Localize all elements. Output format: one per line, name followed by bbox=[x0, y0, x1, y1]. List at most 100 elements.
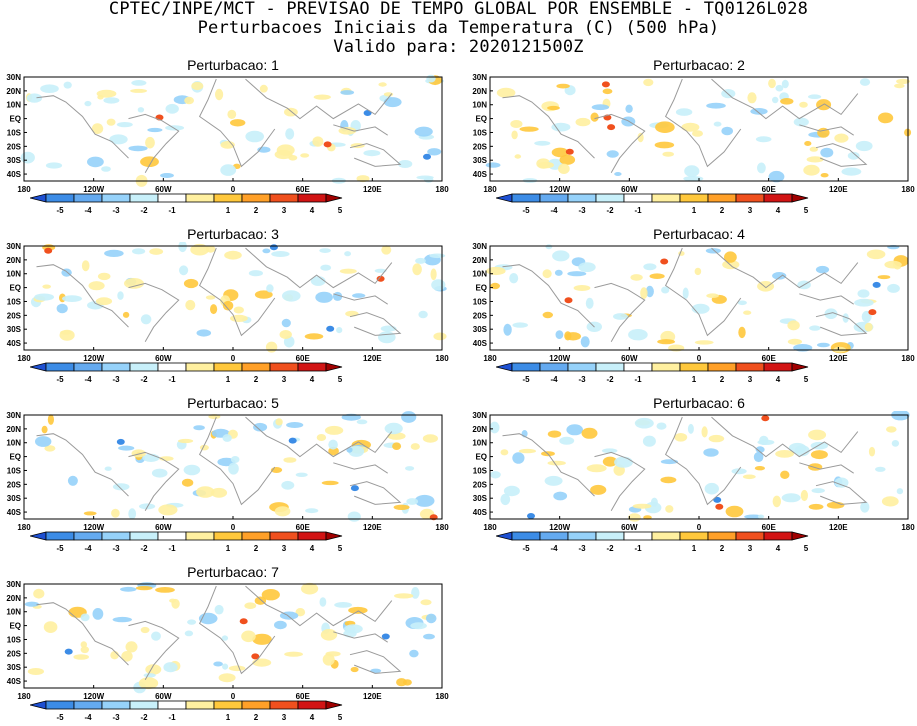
colorbar-tick-label: 3 bbox=[748, 375, 753, 384]
colorbar-tick-label: -2 bbox=[140, 713, 148, 722]
colorbar-tick-label: 2 bbox=[254, 375, 259, 384]
lat-label: 30N bbox=[6, 411, 21, 420]
lon-label: 0 bbox=[231, 523, 236, 531]
lat-label: 20N bbox=[6, 256, 21, 265]
colorbar-tick-label: 1 bbox=[692, 544, 697, 553]
lat-label: 40S bbox=[473, 170, 488, 179]
colorbar-tick-label: -1 bbox=[168, 713, 176, 722]
lat-label: 40S bbox=[7, 170, 22, 179]
lon-label: 60E bbox=[296, 185, 311, 193]
lat-label: 30S bbox=[7, 663, 22, 672]
lat-label: 20N bbox=[6, 87, 21, 96]
lat-label: 20S bbox=[473, 142, 488, 151]
lat-label: 10S bbox=[473, 298, 488, 307]
colorbar-tick-label: -2 bbox=[140, 544, 148, 553]
lat-label: 40S bbox=[473, 339, 488, 348]
colorbar-tick-label: 2 bbox=[254, 544, 259, 553]
colorbar: -5 -4 -3 -2 -1 1 2 3 4 5 bbox=[30, 531, 343, 553]
lat-label: 20N bbox=[472, 425, 487, 434]
colorbar-tick-label: 5 bbox=[804, 206, 809, 215]
lat-label: 10N bbox=[472, 439, 487, 448]
map-frame bbox=[23, 76, 443, 182]
colorbar-tick-label: -3 bbox=[112, 544, 120, 553]
colorbar-tick-label: 2 bbox=[254, 713, 259, 722]
lon-label: 0 bbox=[231, 354, 236, 362]
colorbar-tick-label: 1 bbox=[226, 544, 231, 553]
lon-label: 120E bbox=[363, 692, 382, 700]
colorbar-tick-label: -5 bbox=[522, 544, 530, 553]
lat-label: 30N bbox=[6, 73, 21, 82]
colorbar-tick-label: 1 bbox=[692, 375, 697, 384]
colorbar-tick-label: -1 bbox=[634, 375, 642, 384]
lon-label: 60W bbox=[621, 523, 638, 531]
lon-label: 60W bbox=[621, 185, 638, 193]
lon-label: 180 bbox=[17, 185, 31, 193]
colorbar-tick-label: -1 bbox=[168, 206, 176, 215]
temperature-map: 30N 20N 10N EQ 10S 20S 30S 40S 180 120W 60W 0 60E 120… bbox=[472, 242, 915, 362]
lat-label: 20N bbox=[472, 256, 487, 265]
colorbar-tick-label: -3 bbox=[112, 206, 120, 215]
colorbar-tick-label: -1 bbox=[168, 375, 176, 384]
colorbar-tick-label: -1 bbox=[634, 544, 642, 553]
colorbar-tick-label: -2 bbox=[606, 375, 614, 384]
lon-label: 60E bbox=[296, 523, 311, 531]
lon-label: 60W bbox=[155, 354, 172, 362]
lat-label: 20N bbox=[6, 425, 21, 434]
colorbar-tick-label: 4 bbox=[310, 713, 315, 722]
lat-label: 40S bbox=[7, 339, 22, 348]
colorbar-tick-label: -2 bbox=[140, 206, 148, 215]
lon-label: 120E bbox=[829, 185, 848, 193]
lon-label: 180 bbox=[483, 354, 497, 362]
lon-label: 0 bbox=[697, 354, 702, 362]
colorbar-tick-label: 5 bbox=[804, 375, 809, 384]
lon-label: 60W bbox=[155, 692, 172, 700]
lon-label: 180 bbox=[17, 354, 31, 362]
lat-label: EQ bbox=[9, 115, 21, 124]
lat-label: 30N bbox=[6, 580, 21, 589]
lon-label: 120W bbox=[83, 354, 104, 362]
colorbar-tick-label: 2 bbox=[720, 544, 725, 553]
lat-label: 30S bbox=[7, 156, 22, 165]
lon-label: 0 bbox=[231, 692, 236, 700]
temperature-map: 30N 20N 10N EQ 10S 20S 30S 40S 180 120W 60W 0 60E 120… bbox=[6, 580, 449, 700]
lon-label: 180 bbox=[483, 185, 497, 193]
lon-label: 60E bbox=[762, 523, 777, 531]
header: CPTEC/INPE/MCT - PREVISAO DE TEMPO GLOBA… bbox=[0, 0, 917, 57]
lon-label: 120E bbox=[363, 185, 382, 193]
colorbar-tick-label: 5 bbox=[804, 544, 809, 553]
temperature-map: 30N 20N 10N EQ 10S 20S 30S 40S 180 120W 60W 0 60E 120… bbox=[6, 411, 449, 531]
lat-label: 20S bbox=[473, 311, 488, 320]
lon-label: 120W bbox=[549, 523, 570, 531]
colorbar-tick-label: -3 bbox=[578, 206, 586, 215]
colorbar-tick-label: -4 bbox=[84, 544, 92, 553]
lon-label: 180 bbox=[435, 354, 449, 362]
colorbar-tick-label: -4 bbox=[550, 375, 558, 384]
colorbar: -5 -4 -3 -2 -1 1 2 3 4 5 bbox=[30, 193, 343, 215]
lat-label: 10S bbox=[7, 129, 22, 138]
lon-label: 0 bbox=[231, 185, 236, 193]
colorbar-tick-label: -5 bbox=[56, 206, 64, 215]
colorbar-tick-label: -4 bbox=[84, 206, 92, 215]
colorbar-tick-label: -4 bbox=[84, 375, 92, 384]
lat-label: 20S bbox=[7, 311, 22, 320]
colorbar-tick-label: -1 bbox=[634, 206, 642, 215]
colorbar: -5 -4 -3 -2 -1 1 2 3 4 5 bbox=[30, 362, 343, 384]
lon-label: 0 bbox=[697, 523, 702, 531]
lat-label: 10S bbox=[473, 129, 488, 138]
colorbar-tick-label: 4 bbox=[310, 206, 315, 215]
lon-label: 120W bbox=[83, 523, 104, 531]
colorbar-tick-label: 4 bbox=[310, 375, 315, 384]
lat-label: 10N bbox=[472, 101, 487, 110]
lat-label: 30S bbox=[473, 325, 488, 334]
lat-label: EQ bbox=[475, 453, 487, 462]
lat-label: 30S bbox=[473, 156, 488, 165]
colorbar-tick-label: 5 bbox=[338, 713, 343, 722]
colorbar-tick-label: 2 bbox=[254, 206, 259, 215]
lon-label: 180 bbox=[435, 185, 449, 193]
lat-label: EQ bbox=[475, 115, 487, 124]
lon-label: 120E bbox=[363, 523, 382, 531]
lat-label: 20N bbox=[6, 594, 21, 603]
lat-label: 30S bbox=[7, 494, 22, 503]
lon-label: 180 bbox=[901, 523, 915, 531]
lat-label: 30S bbox=[7, 325, 22, 334]
